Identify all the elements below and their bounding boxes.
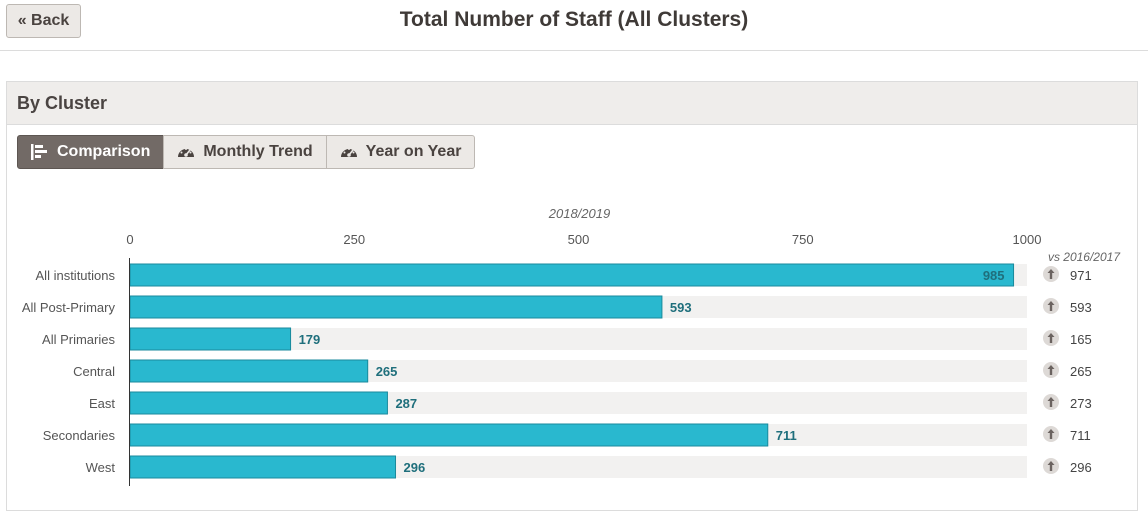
arrow-up-icon: [1047, 397, 1055, 407]
data-label: 265: [376, 364, 398, 379]
bar: [129, 391, 388, 415]
arrow-up-icon: [1047, 429, 1055, 439]
x-tick-label: 500: [568, 232, 590, 247]
comparison-header: vs 2016/2017: [1048, 250, 1121, 264]
bar-track: [130, 328, 1027, 350]
view-tabs: Comparison Monthly Trend: [17, 135, 476, 169]
back-button[interactable]: « Back: [6, 4, 81, 38]
tab-comparison-label: Comparison: [57, 143, 151, 160]
arrow-up-icon: [1047, 461, 1055, 471]
bar: [129, 423, 769, 447]
x-tick-label: 0: [126, 232, 133, 247]
arrow-up-icon: [1047, 269, 1055, 279]
bar-chart-icon: [31, 144, 49, 160]
data-label: 179: [299, 332, 321, 347]
bar: [129, 359, 369, 383]
data-label: 711: [776, 428, 797, 443]
bar: [129, 455, 397, 479]
comparison-value: 593: [1070, 300, 1092, 315]
chart-title: 2018/2019: [548, 206, 610, 221]
comparison-value: 273: [1070, 396, 1092, 411]
cluster-panel: By Cluster Comparison: [6, 81, 1138, 511]
category-label: Secondaries: [43, 428, 116, 443]
tab-monthly-trend[interactable]: Monthly Trend: [163, 135, 327, 169]
comparison-value: 971: [1070, 268, 1092, 283]
bar: [129, 295, 663, 319]
tab-comparison[interactable]: Comparison: [17, 135, 165, 169]
x-tick-label: 1000: [1013, 232, 1042, 247]
comparison-value: 296: [1070, 460, 1092, 475]
category-label: West: [86, 460, 116, 475]
panel-header: By Cluster: [7, 82, 1137, 125]
category-label: Central: [73, 364, 115, 379]
x-tick-label: 250: [343, 232, 365, 247]
data-label: 287: [395, 396, 417, 411]
category-label: All institutions: [36, 268, 116, 283]
data-label: 296: [404, 460, 426, 475]
arrow-up-icon: [1047, 301, 1055, 311]
page-title: Total Number of Staff (All Clusters): [399, 8, 749, 31]
arrow-up-icon: [1047, 333, 1055, 343]
comparison-value: 165: [1070, 332, 1092, 347]
category-label: All Post-Primary: [22, 300, 116, 315]
arrow-up-icon: [1047, 365, 1055, 375]
comparison-value: 265: [1070, 364, 1092, 379]
bar: [129, 327, 292, 351]
data-label: 593: [670, 300, 692, 315]
dashboard-icon: [177, 144, 195, 160]
panel-title: By Cluster: [17, 92, 108, 113]
x-tick-label: 750: [792, 232, 814, 247]
category-label: East: [89, 396, 115, 411]
bar: [129, 263, 1015, 287]
tab-monthly-trend-label: Monthly Trend: [203, 143, 313, 160]
comparison-value: 711: [1070, 428, 1091, 443]
data-label: 985: [983, 268, 1005, 283]
tab-year-on-year-label: Year on Year: [365, 143, 462, 160]
category-label: All Primaries: [42, 332, 115, 347]
dashboard-icon: [340, 144, 358, 160]
tab-year-on-year[interactable]: Year on Year: [325, 135, 476, 169]
top-bar: « Back Total Number of Staff (All Cluste…: [0, 0, 1148, 51]
